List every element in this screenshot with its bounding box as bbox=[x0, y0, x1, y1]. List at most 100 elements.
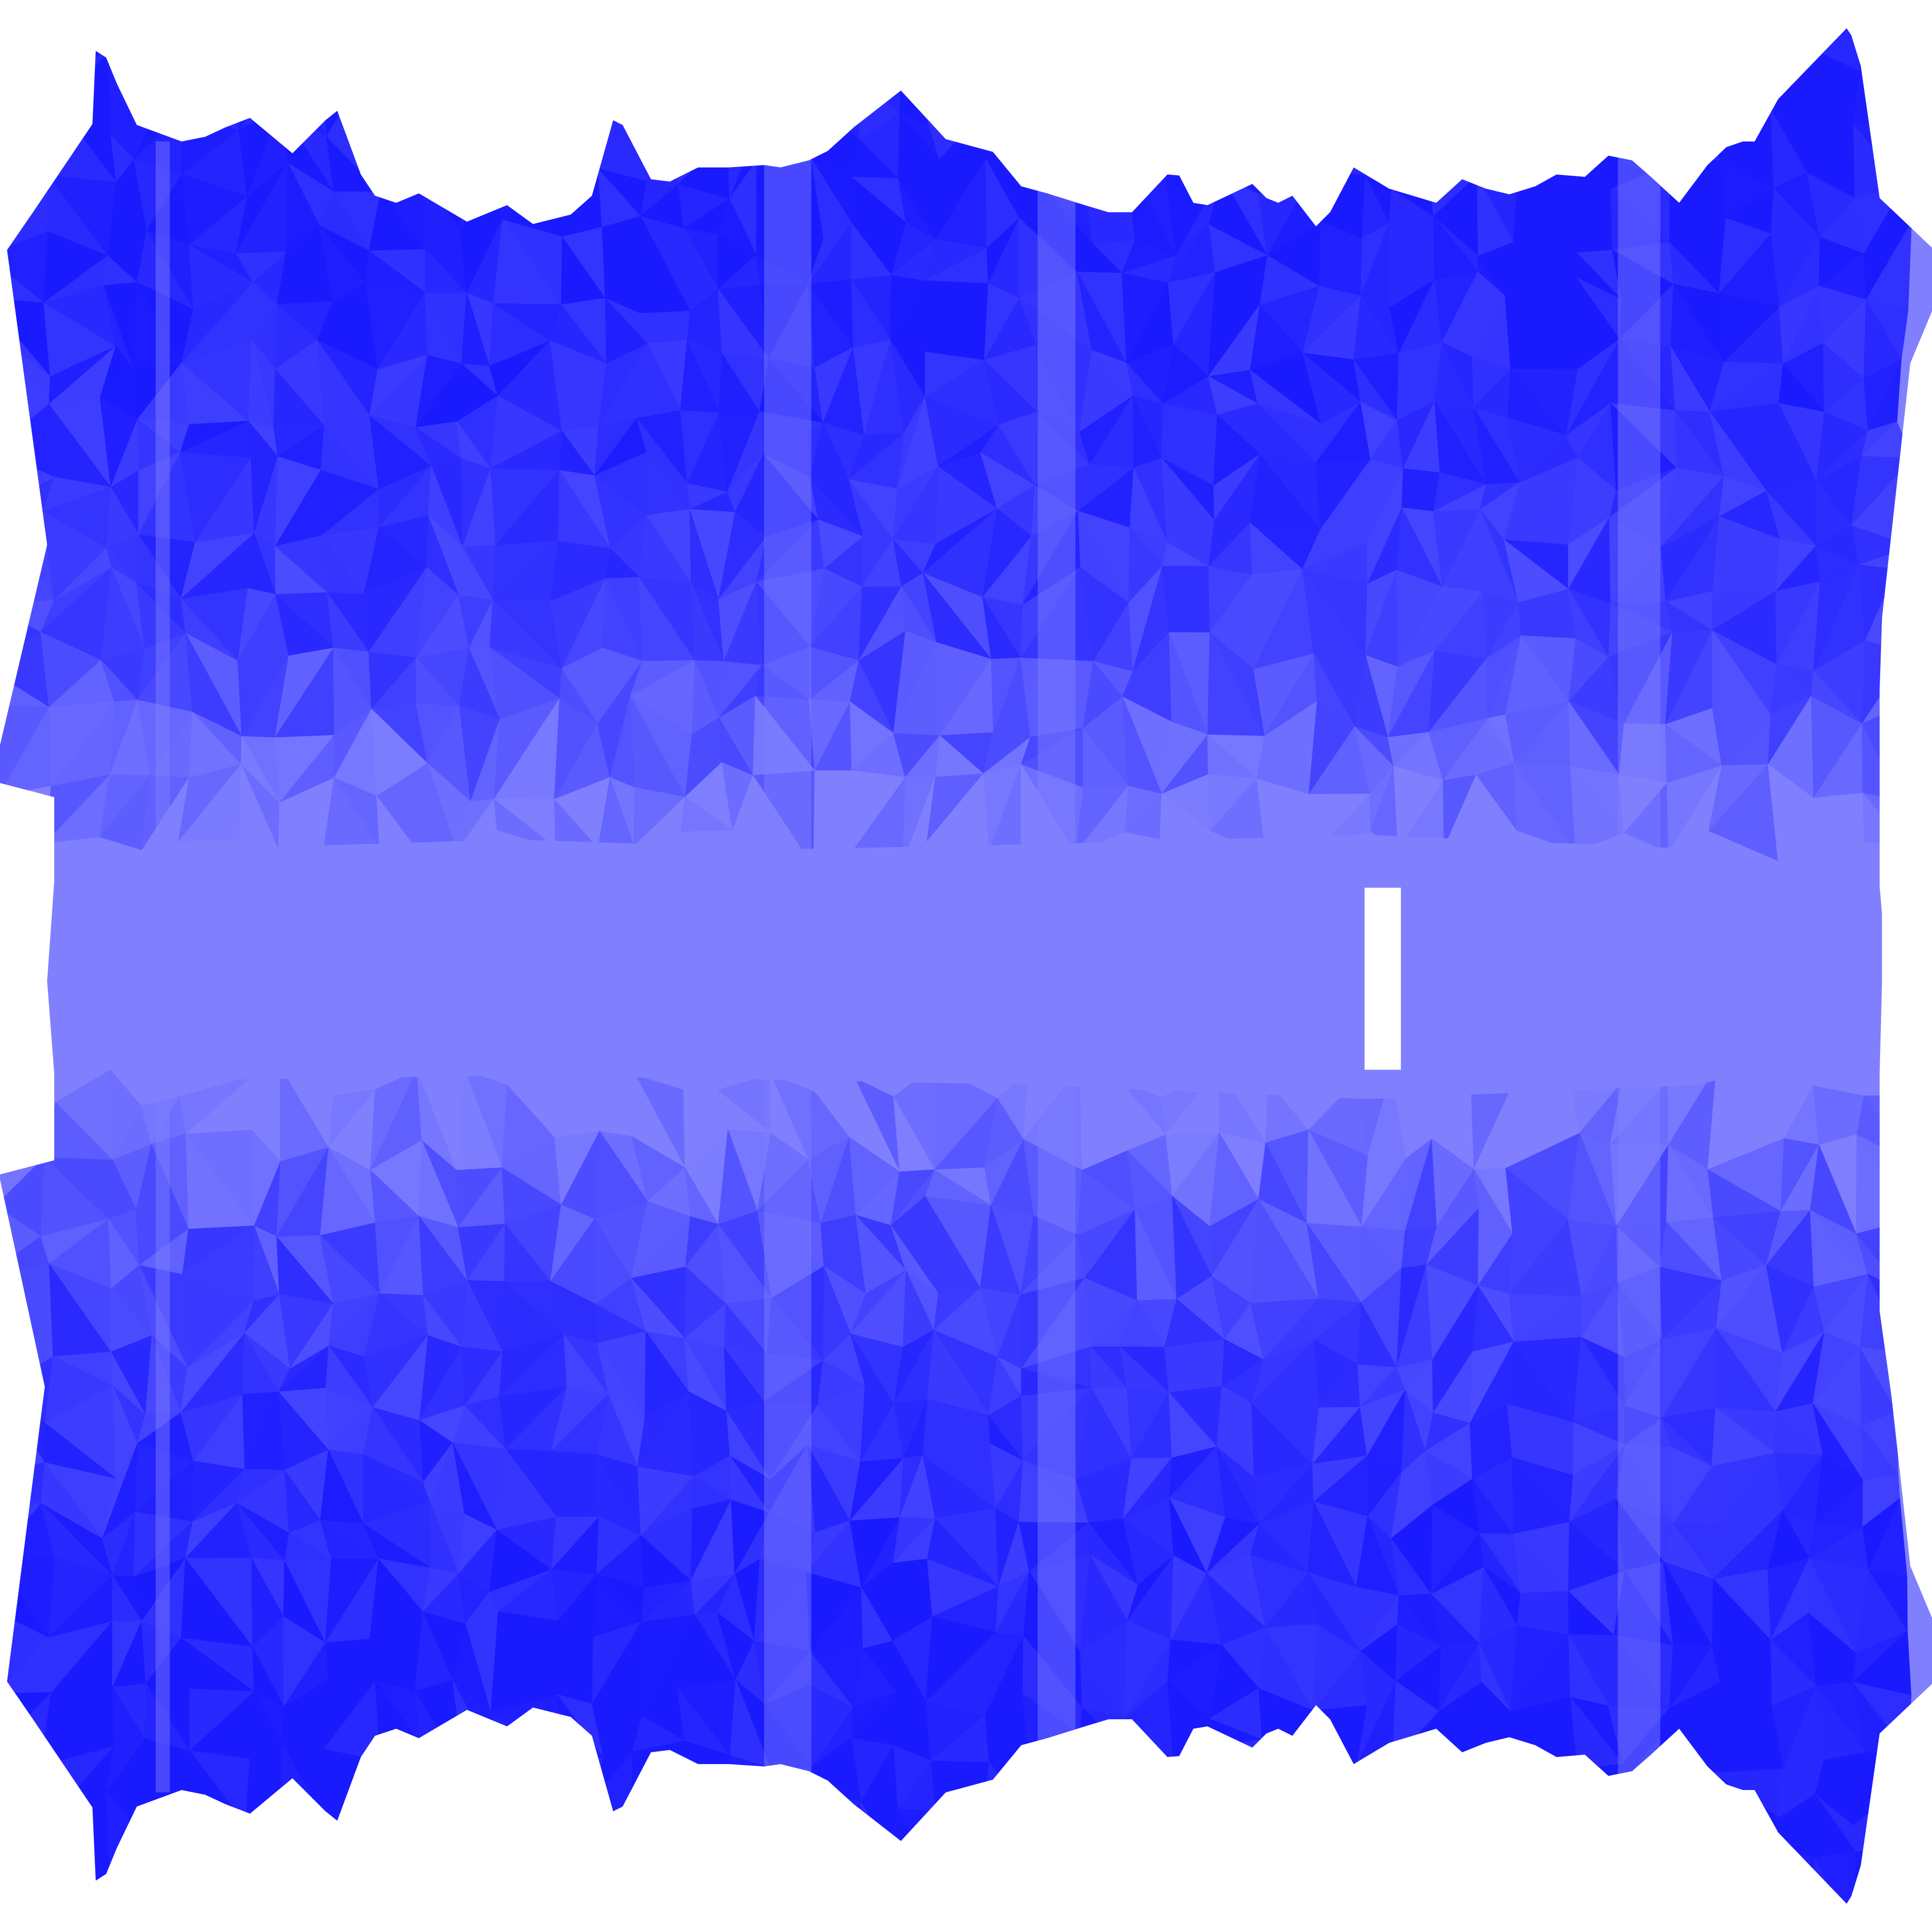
mesh-triangle bbox=[1771, 1857, 1815, 1904]
mesh-triangle bbox=[454, 1802, 508, 1885]
mesh-triangle bbox=[1213, 1818, 1250, 1854]
mesh-triangle bbox=[493, 182, 549, 220]
mesh-triangle bbox=[47, 1791, 110, 1879]
mesh-triangle bbox=[426, 1802, 471, 1885]
mesh-triangle bbox=[1265, 118, 1319, 172]
mesh-triangle bbox=[731, 1767, 771, 1817]
mesh-triangle bbox=[427, 1856, 471, 1904]
mesh-triangle bbox=[491, 56, 565, 106]
mesh-triangle bbox=[491, 56, 565, 125]
mesh-triangle bbox=[414, 1856, 471, 1904]
mesh-triangle bbox=[598, 1857, 636, 1904]
mesh-triangle bbox=[899, 35, 929, 124]
mesh-triangle bbox=[1249, 28, 1315, 44]
mesh-triangle bbox=[1485, 1811, 1512, 1879]
mesh-triangle bbox=[374, 28, 431, 72]
mesh-triangle bbox=[725, 1806, 768, 1883]
mesh-triangle bbox=[367, 1802, 429, 1867]
mesh-triangle bbox=[242, 28, 288, 39]
mesh-triangle bbox=[855, 35, 902, 114]
mesh-triangle bbox=[430, 70, 460, 134]
mesh-triangle bbox=[0, 115, 48, 199]
mesh-triangle bbox=[1437, 1767, 1486, 1813]
mesh-triangle bbox=[811, 1857, 860, 1904]
mesh-triangle bbox=[1670, 1772, 1714, 1813]
mesh-triangle bbox=[491, 104, 561, 183]
mesh-triangle bbox=[469, 1853, 491, 1904]
mesh-triangle bbox=[1208, 1739, 1263, 1820]
mesh-triangle bbox=[0, 1810, 55, 1877]
mesh-triangle bbox=[560, 59, 610, 125]
mesh-triangle bbox=[1853, 71, 1908, 125]
mesh-triangle bbox=[133, 1887, 182, 1904]
mesh-triangle bbox=[899, 1866, 932, 1904]
mesh-triangle bbox=[758, 28, 821, 66]
mesh-triangle bbox=[726, 60, 766, 112]
mesh-triangle bbox=[676, 74, 728, 139]
mesh-triangle bbox=[1077, 1855, 1129, 1904]
mesh-triangle bbox=[1487, 28, 1511, 72]
mesh-triangle bbox=[181, 1865, 245, 1904]
mesh-triangle bbox=[184, 1824, 247, 1865]
mesh-triangle bbox=[1430, 101, 1477, 176]
mesh-triangle bbox=[726, 60, 766, 133]
mesh-triangle bbox=[0, 41, 45, 117]
mesh-triangle bbox=[381, 28, 431, 71]
mesh-triangle bbox=[1310, 28, 1366, 47]
mesh-triangle bbox=[368, 1856, 428, 1904]
mesh-triangle bbox=[1511, 1869, 1571, 1904]
mesh-triangle bbox=[1215, 41, 1266, 132]
mesh-triangle bbox=[1392, 28, 1428, 59]
mesh-triangle bbox=[458, 28, 502, 56]
mesh-triangle bbox=[1609, 28, 1663, 54]
mesh-triangle bbox=[183, 1851, 247, 1904]
mesh-triangle bbox=[490, 1712, 560, 1769]
mesh-triangle bbox=[0, 938, 47, 977]
mesh-triangle bbox=[897, 1808, 936, 1876]
mesh-triangle bbox=[1365, 46, 1389, 138]
mesh-triangle bbox=[418, 28, 460, 55]
mesh-triangle bbox=[1164, 73, 1209, 116]
mesh-triangle bbox=[927, 52, 999, 124]
mesh-triangle bbox=[501, 28, 566, 57]
mesh-triangle bbox=[1504, 28, 1566, 72]
mesh-triangle bbox=[851, 28, 902, 71]
mesh-triangle bbox=[1253, 1739, 1318, 1830]
mesh-triangle bbox=[1439, 1877, 1487, 1904]
mesh-triangle bbox=[990, 104, 1025, 163]
mesh-triangle bbox=[499, 1861, 558, 1904]
mesh-triangle bbox=[1077, 1829, 1130, 1857]
mesh-triangle bbox=[1569, 1857, 1610, 1904]
mesh-triangle bbox=[1771, 1848, 1815, 1904]
mesh-triangle bbox=[1624, 1886, 1676, 1904]
mesh-triangle bbox=[1862, 792, 1904, 844]
mesh-triangle bbox=[1511, 1807, 1575, 1870]
mesh-triangle bbox=[500, 1751, 559, 1803]
mesh-triangle bbox=[287, 28, 327, 72]
mesh-triangle bbox=[1313, 42, 1368, 119]
mesh-triangle bbox=[1310, 28, 1366, 47]
mesh-triangle bbox=[238, 61, 289, 131]
mesh-triangle bbox=[928, 60, 999, 124]
mesh-triangle bbox=[756, 104, 817, 162]
mesh-triangle bbox=[693, 28, 733, 61]
mesh-triangle bbox=[420, 1742, 465, 1815]
mesh-triangle bbox=[1510, 28, 1575, 72]
mesh-triangle bbox=[1509, 36, 1582, 134]
mesh-triangle bbox=[939, 104, 991, 160]
mesh-triangle bbox=[0, 1462, 45, 1504]
mesh-triangle bbox=[726, 28, 761, 66]
mesh-triangle bbox=[1574, 28, 1615, 54]
mesh-triangle bbox=[759, 28, 821, 66]
mesh-triangle bbox=[931, 1801, 991, 1875]
mesh-triangle bbox=[1469, 1757, 1522, 1813]
mesh-triangle bbox=[1362, 1884, 1392, 1904]
mesh-triangle bbox=[1574, 1800, 1610, 1890]
mesh-triangle bbox=[1317, 1760, 1357, 1814]
mesh-triangle bbox=[1862, 640, 1910, 725]
mesh-triangle bbox=[469, 1802, 508, 1885]
mesh-triangle bbox=[1392, 1763, 1442, 1799]
mesh-triangle bbox=[724, 1881, 764, 1904]
mesh-triangle bbox=[190, 28, 243, 56]
